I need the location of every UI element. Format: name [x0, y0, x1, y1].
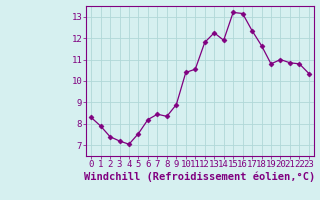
- X-axis label: Windchill (Refroidissement éolien,°C): Windchill (Refroidissement éolien,°C): [84, 172, 316, 182]
